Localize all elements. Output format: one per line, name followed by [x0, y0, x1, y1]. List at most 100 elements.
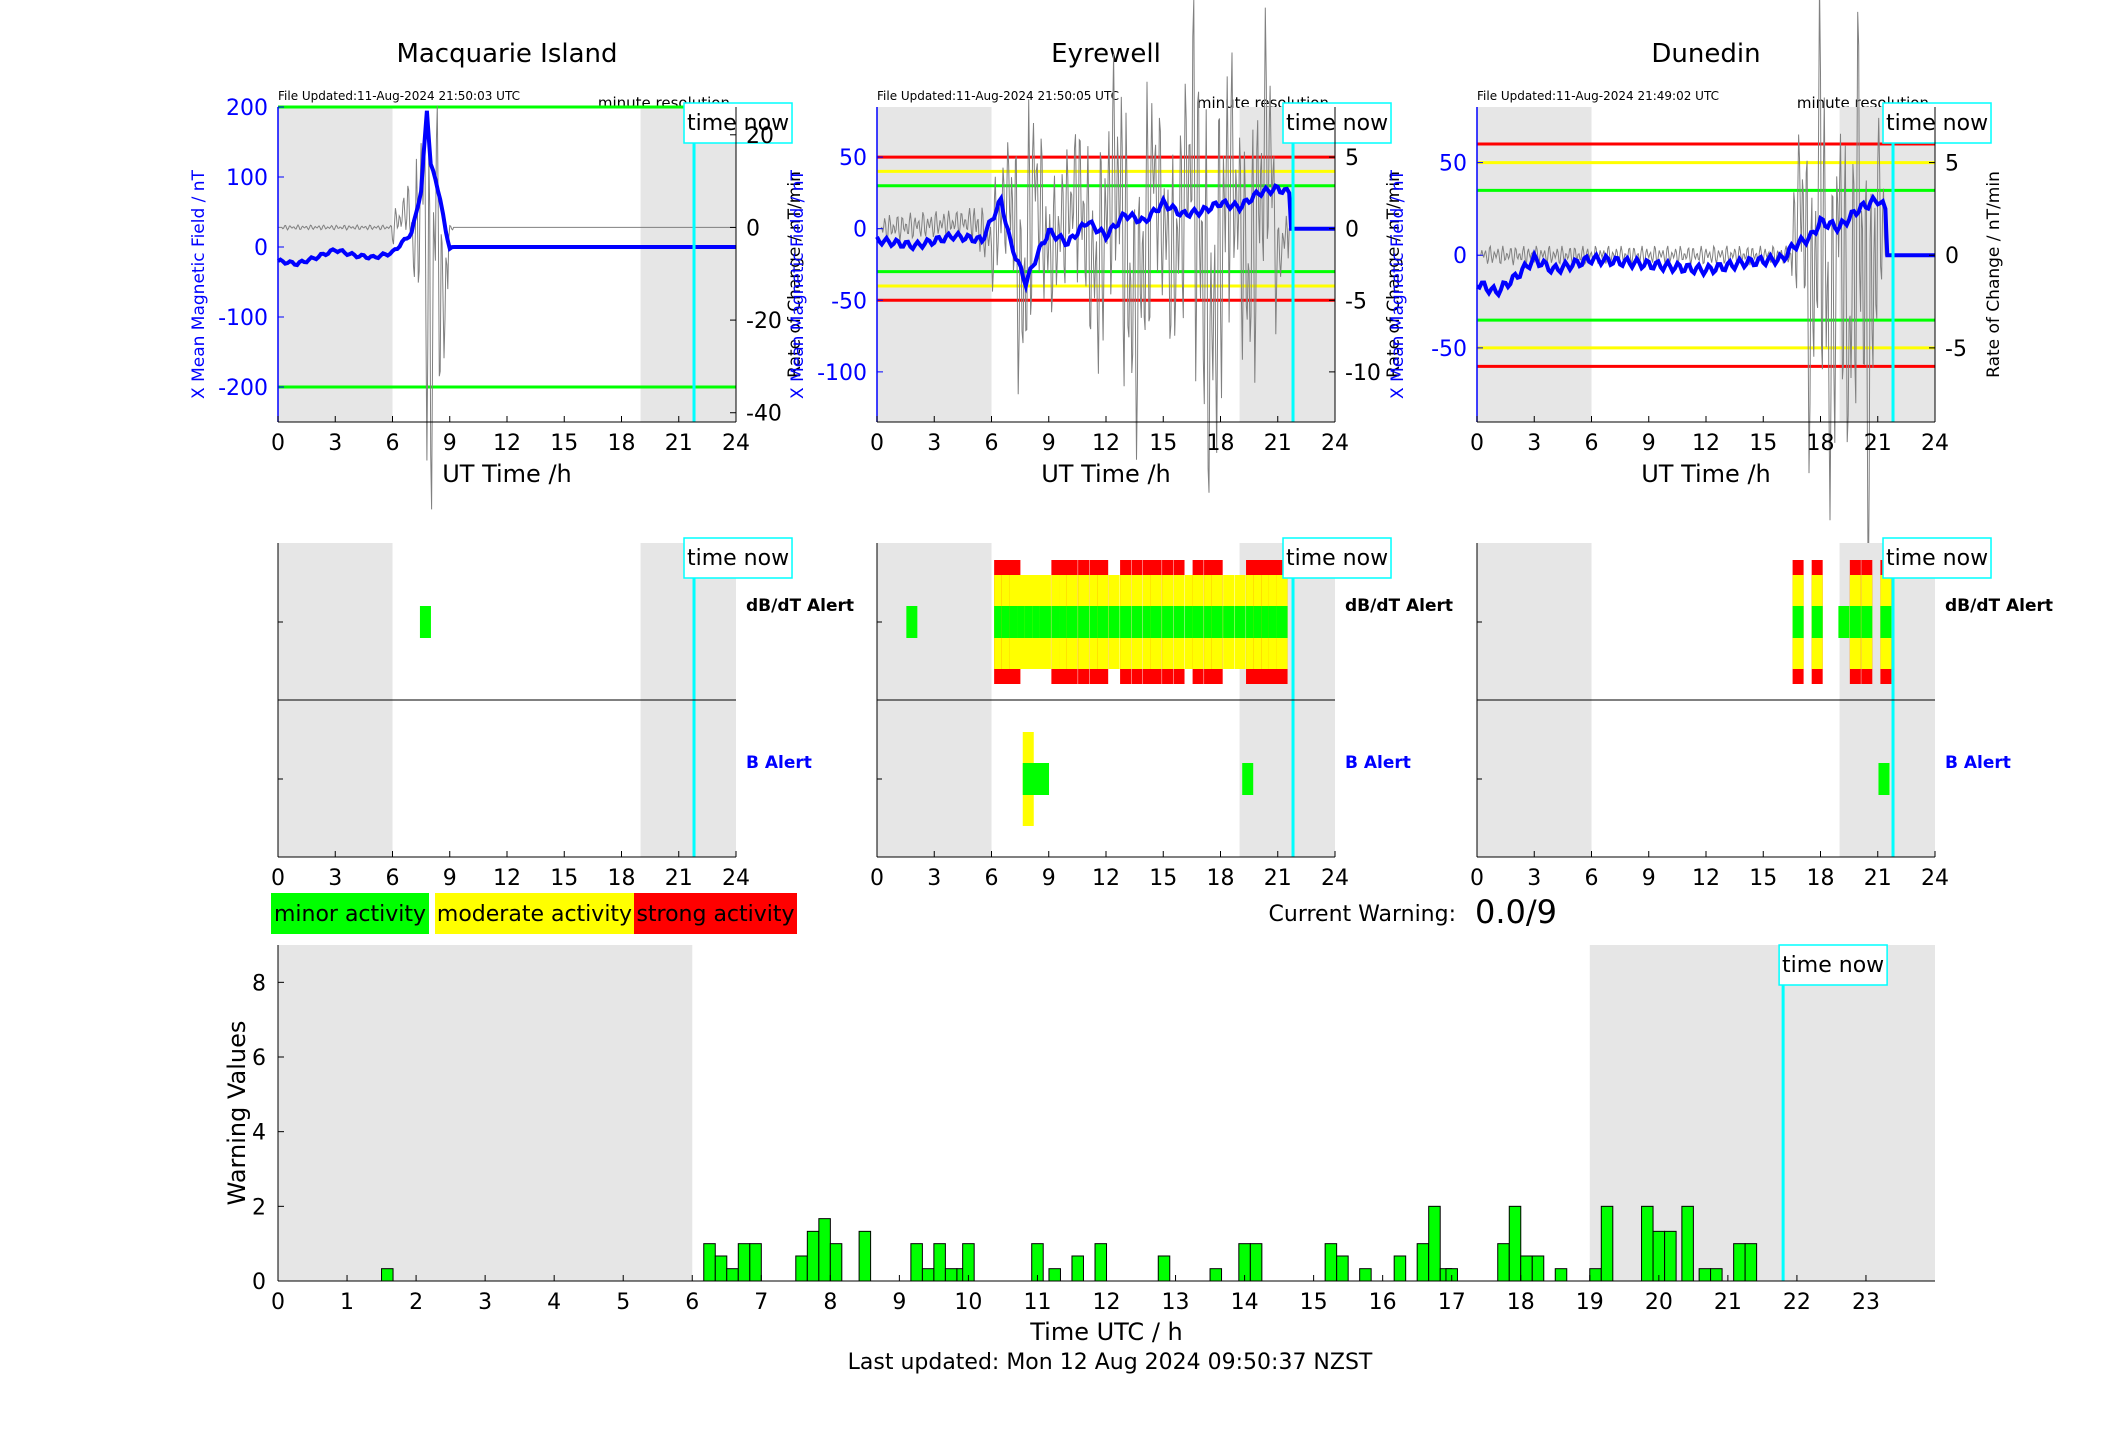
- time-now-label: time now: [1886, 546, 1988, 571]
- x-tick-label: 21: [1264, 431, 1292, 456]
- dbdt-alert-bar-minor: [1017, 606, 1029, 638]
- warning-bar: [1698, 1268, 1712, 1282]
- x-tick-label: 3: [478, 1290, 492, 1315]
- x-tick-label: 9: [1042, 431, 1056, 456]
- x-tick-label: 12: [1093, 1290, 1121, 1315]
- x-tick-label: 3: [1527, 866, 1541, 891]
- y2-axis-label: Rate of Change / nT/min: [785, 171, 805, 378]
- dbdt-alert-bar-minor: [1009, 606, 1021, 638]
- x-tick-label: 9: [1642, 866, 1656, 891]
- y-axis-label: Warning Values: [223, 1021, 251, 1206]
- night-shade: [278, 945, 693, 1281]
- dbdt-alert-bar-minor: [1039, 606, 1051, 638]
- b-alert-bar-minor: [1030, 763, 1042, 795]
- y2-tick-label: -40: [746, 402, 782, 427]
- y-tick-label: 4: [252, 1121, 266, 1146]
- warning-bar: [1641, 1205, 1654, 1282]
- warning-bar: [1664, 1230, 1677, 1282]
- current-warning-value: 0.0/9: [1475, 893, 1557, 931]
- dbdt-alert-bar-minor: [1792, 606, 1804, 638]
- x-tick-label: 15: [1300, 1290, 1328, 1315]
- b-alert-bar-minor: [1242, 763, 1254, 795]
- warning-bar: [1744, 1243, 1758, 1282]
- x-tick-label: 9: [443, 866, 457, 891]
- x-tick-label: 24: [1321, 866, 1349, 891]
- dbdt-alert-bar-minor: [1142, 606, 1154, 638]
- x-axis-label: UT Time /h: [442, 460, 572, 488]
- warning-bar: [381, 1268, 394, 1282]
- x-tick-label: 14: [1231, 1290, 1259, 1315]
- alert-panel-0: time now 0 3 6 9 12 15 18 21 24 dB/dT Alert B Alert: [271, 537, 854, 891]
- b-alert-bar-minor: [1878, 763, 1890, 795]
- y2-tick-label: -5: [1345, 289, 1367, 314]
- x-tick-label: 24: [1321, 431, 1349, 456]
- y-tick-label: -50: [1431, 337, 1467, 362]
- warning-bar: [1710, 1268, 1723, 1282]
- y2-tick-label: 0: [1945, 244, 1959, 269]
- x-tick-label: 0: [271, 866, 285, 891]
- x-tick-label: 18: [1207, 866, 1235, 891]
- station-panel-1: Eyrewell File Updated:11-Aug-2024 21:50:0…: [788, 0, 1404, 493]
- dbdt-alert-bar-minor: [994, 606, 1006, 638]
- warning-bar: [1733, 1243, 1746, 1282]
- dbdt-alert-bar-minor: [1001, 606, 1013, 638]
- alert-panel-1: time now 0 3 6 9 12 15 18 21 24 dB/dT Alert B Alert: [870, 537, 1453, 891]
- night-shade: [1239, 107, 1335, 422]
- night-shade: [640, 107, 736, 422]
- b-alert-bar-minor: [1022, 763, 1034, 795]
- x-tick-label: 18: [1207, 431, 1235, 456]
- x-tick-label: 24: [1921, 866, 1949, 891]
- dbdt-alert-bar-minor: [1150, 606, 1162, 638]
- dbdt-alert-bar-minor: [1880, 606, 1892, 638]
- dbdt-alert-bar-minor: [1204, 606, 1216, 638]
- y-tick-label: -100: [218, 306, 268, 331]
- time-now-label: time now: [1286, 546, 1388, 571]
- warning-bar: [806, 1230, 820, 1282]
- x-tick-label: 21: [1864, 866, 1892, 891]
- x-tick-label: 21: [665, 431, 693, 456]
- x-tick-label: 0: [271, 431, 285, 456]
- dbdt-alert-bar-minor: [1223, 606, 1235, 638]
- warning-bar: [1094, 1243, 1108, 1282]
- current-warning: Current Warning: 0.0/9: [1269, 893, 1558, 931]
- station-title: Eyrewell: [1051, 39, 1161, 69]
- y-tick-label: 0: [254, 236, 268, 261]
- x-tick-label: 18: [608, 431, 636, 456]
- x-tick-label: 13: [1162, 1290, 1190, 1315]
- x-tick-label: 6: [685, 1290, 699, 1315]
- x-tick-label: 24: [722, 866, 750, 891]
- x-tick-label: 21: [1714, 1290, 1742, 1315]
- station-title: Dunedin: [1651, 39, 1760, 69]
- warning-bar: [921, 1268, 935, 1282]
- warning-bar: [703, 1243, 716, 1282]
- warning-bar: [1520, 1255, 1533, 1282]
- warning-bar: [1554, 1268, 1568, 1282]
- y-tick-label: 100: [226, 166, 268, 191]
- b-alert-label: B Alert: [746, 753, 812, 773]
- y2-tick-label: -20: [746, 309, 782, 334]
- y-tick-label: 200: [226, 96, 268, 121]
- warning-bar: [726, 1268, 739, 1282]
- x-tick-label: 6: [985, 866, 999, 891]
- x-tick-label: 6: [1585, 431, 1599, 456]
- x-tick-label: 0: [1470, 866, 1484, 891]
- dbdt-alert-bar-minor: [1108, 606, 1120, 638]
- y2-tick-label: 5: [1945, 152, 1959, 177]
- x-tick-label: 2: [409, 1290, 423, 1315]
- x-tick-label: 10: [954, 1290, 982, 1315]
- x-tick-label: 15: [1749, 866, 1777, 891]
- dbdt-alert-bar-minor: [1276, 606, 1288, 638]
- dbdt-alert-label: dB/dT Alert: [1345, 596, 1453, 616]
- x-tick-label: 24: [722, 431, 750, 456]
- warning-bar: [1416, 1243, 1430, 1282]
- dbdt-alert-bar-minor: [1253, 606, 1265, 638]
- dbdt-alert-bar-minor: [1024, 606, 1036, 638]
- x-tick-label: 9: [892, 1290, 906, 1315]
- time-now-label-box: [683, 102, 793, 144]
- warning-bar: [1652, 1230, 1666, 1282]
- x-tick-label: 16: [1369, 1290, 1397, 1315]
- x-tick-label: 15: [1149, 431, 1177, 456]
- y-tick-label: -200: [218, 376, 268, 401]
